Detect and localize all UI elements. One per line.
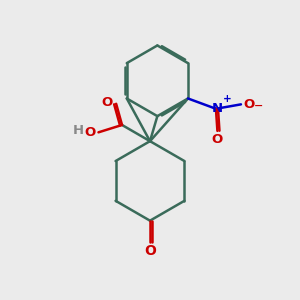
Text: O: O <box>144 244 156 258</box>
Text: N: N <box>212 102 223 115</box>
Text: −: − <box>254 101 263 111</box>
Text: +: + <box>223 94 232 104</box>
Text: O: O <box>102 96 113 109</box>
Text: H: H <box>73 124 84 137</box>
Text: O: O <box>85 126 96 139</box>
Text: O: O <box>244 98 255 111</box>
Text: O: O <box>212 133 223 146</box>
